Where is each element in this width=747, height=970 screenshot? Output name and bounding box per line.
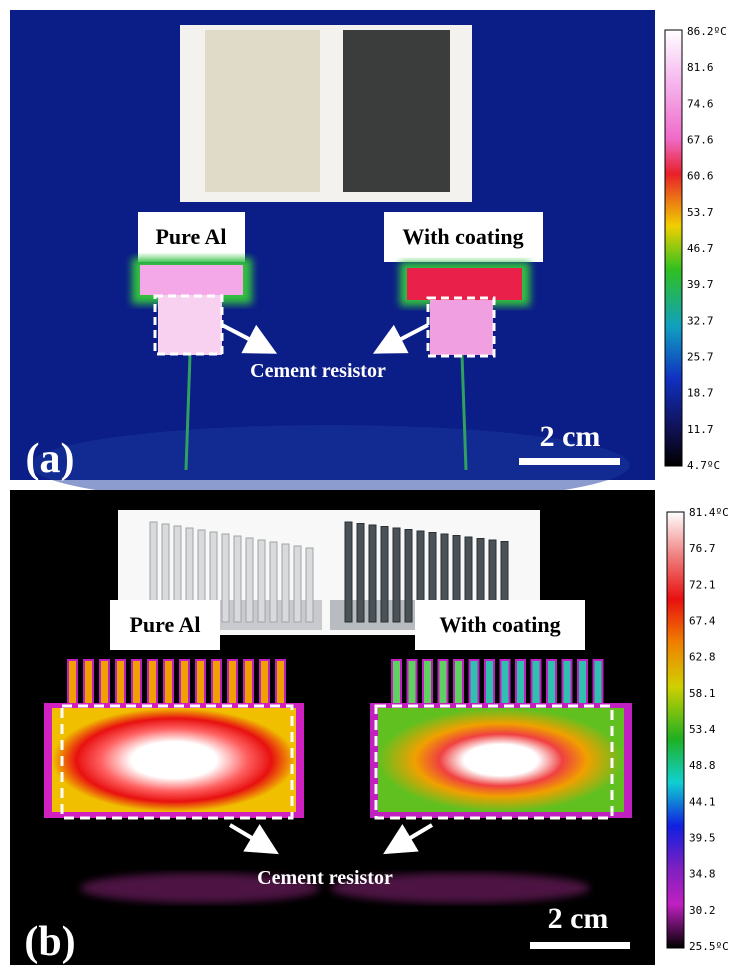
figure: Pure Al With coating Cement resistor 2 c… [0, 0, 747, 970]
heat [430, 300, 493, 355]
fin [234, 536, 241, 622]
colorbar [667, 512, 684, 948]
colorbar-label: 25.7 [687, 351, 714, 364]
fin [345, 522, 352, 622]
fin [532, 660, 541, 708]
colorbar-label: 81.6 [687, 61, 714, 74]
fin [100, 660, 109, 708]
heat [158, 295, 222, 355]
callout: Cement resistor [257, 867, 393, 889]
fin [563, 660, 572, 708]
sample-label: With coating [402, 224, 523, 249]
fin [381, 527, 388, 623]
colorbar-label: 44.1 [689, 795, 716, 808]
colorbar-label: 39.5 [689, 832, 716, 845]
sample-label: With coating [439, 612, 560, 637]
heat [378, 708, 624, 812]
fin [246, 538, 253, 622]
fin [369, 525, 376, 622]
colorbar-label: 67.4 [689, 615, 716, 628]
fin [276, 660, 285, 708]
colorbar-label: 11.7 [687, 423, 714, 436]
scale-label: 2 cm [548, 902, 609, 935]
fin [164, 660, 173, 708]
fin [423, 660, 432, 708]
colorbar-label: 81.4ºC [689, 506, 729, 519]
plate [205, 30, 320, 192]
fin [408, 660, 417, 708]
fin [294, 546, 301, 622]
sample-label: Pure Al [129, 612, 200, 637]
colorbar-label: 46.7 [687, 242, 714, 255]
colorbar-label: 74.6 [687, 97, 714, 110]
scale-bar [519, 458, 620, 465]
colorbar-label: 48.8 [689, 759, 716, 772]
fin [547, 660, 556, 708]
fin [405, 530, 412, 623]
colorbar-label: 53.7 [687, 206, 714, 219]
heat [407, 268, 522, 300]
colorbar-label: 30.2 [689, 904, 716, 917]
colorbar-label: 76.7 [689, 542, 716, 555]
fin [68, 660, 77, 708]
fin [228, 660, 237, 708]
fin [392, 660, 401, 708]
plate [343, 30, 450, 192]
fin [180, 660, 189, 708]
sample-label: Pure Al [155, 224, 226, 249]
colorbar-label: 34.8 [689, 868, 716, 881]
colorbar [665, 30, 682, 466]
colorbar-label: 25.5ºC [689, 940, 729, 953]
colorbar-label: 67.6 [687, 134, 714, 147]
colorbar-label: 60.6 [687, 170, 714, 183]
fin [222, 534, 229, 622]
fin [258, 540, 265, 622]
fin [196, 660, 205, 708]
fin [439, 660, 448, 708]
fin [578, 660, 587, 708]
colorbar-label: 58.1 [689, 687, 716, 700]
fin [485, 660, 494, 708]
fin [454, 660, 463, 708]
fin [148, 660, 157, 708]
colorbar-label: 72.1 [689, 578, 716, 591]
fin [516, 660, 525, 708]
panel-b: Pure Al With coating Cement resistor 2 c… [10, 490, 684, 965]
fin [393, 528, 400, 622]
colorbar-label: 86.2ºC [687, 25, 727, 38]
colorbar-label: 53.4 [689, 723, 716, 736]
fin [244, 660, 253, 708]
colorbar-label: 18.7 [687, 387, 714, 400]
fin [212, 660, 221, 708]
panel-a: Pure Al With coating Cement resistor 2 c… [10, 10, 682, 505]
fin [470, 660, 479, 708]
fin [116, 660, 125, 708]
colorbar-label: 4.7ºC [687, 459, 720, 472]
callout: Cement resistor [250, 360, 386, 382]
fin [357, 524, 364, 623]
scale-label: 2 cm [540, 420, 601, 453]
panel-label: (b) [24, 919, 75, 965]
fin [260, 660, 269, 708]
fin [282, 544, 289, 622]
fin [132, 660, 141, 708]
heat [52, 708, 296, 812]
fin [84, 660, 93, 708]
colorbar-label: 39.7 [687, 278, 714, 291]
fin [501, 660, 510, 708]
fin [270, 542, 277, 622]
colorbar-label: 32.7 [687, 314, 714, 327]
heat [140, 265, 243, 295]
colorbar-label: 62.8 [689, 651, 716, 664]
scale-bar [530, 942, 630, 949]
fin [594, 660, 603, 708]
fin [306, 548, 313, 622]
panel-label: (a) [26, 436, 75, 482]
